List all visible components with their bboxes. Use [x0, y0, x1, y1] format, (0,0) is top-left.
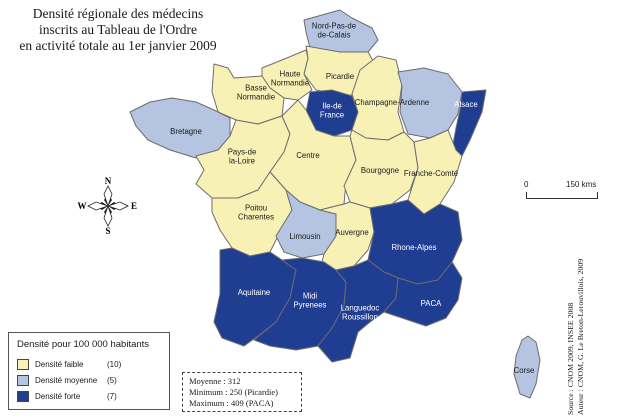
title-line-1: Densité régionale des médecins	[32, 6, 204, 21]
region-label-line: Roussillon	[342, 313, 378, 322]
region-label-franche-comte: Franche-Comté	[404, 169, 458, 178]
region-label-line: PACA	[421, 299, 442, 308]
region-label-bourgogne: Bourgogne	[361, 166, 399, 175]
legend-label-forte: Densité forte	[35, 392, 81, 401]
region-label-picardie: Picardie	[326, 72, 354, 81]
region-label-line: Ile-de	[322, 102, 342, 111]
legend-swatch-forte	[17, 391, 29, 402]
stat-maximum: Maximum : 409 (PACA)	[189, 398, 274, 408]
region-label-pays-de-la-loire: Pays-de la-Loire	[228, 148, 257, 166]
map-title: Densité régionale des médecins inscrits …	[8, 6, 228, 54]
region-label-rhone-alpes: Rhone-Alpes	[391, 243, 436, 252]
region-label-line: Basse	[245, 84, 267, 93]
region-label-line: Rhone-Alpes	[391, 243, 436, 252]
region-label-line: Haute	[280, 70, 301, 79]
scale-end: 150 kms	[566, 180, 597, 189]
region-label-line: Centre	[296, 151, 319, 160]
scale-bar-line	[526, 192, 598, 199]
region-label-corse: Corse	[514, 366, 535, 375]
title-line-3: en activité totale au 1er janvier 2009	[19, 38, 217, 53]
source-line-2: Auteur : CNOM, G. Le Breton-Lerouvillois…	[576, 258, 585, 415]
legend-swatch-faible	[17, 359, 29, 370]
legend-count-faible: (10)	[107, 360, 122, 369]
region-label-line: de-Calais	[318, 31, 351, 40]
region-label-poitou-charentes: Poitou Charentes	[238, 204, 274, 222]
region-label-bretagne: Bretagne	[170, 127, 202, 136]
legend-swatch-moyenne	[17, 375, 29, 386]
region-label-line: Champagne-Ardenne	[355, 98, 430, 107]
legend-label-faible: Densité faible	[35, 360, 84, 369]
region-label-line: Bretagne	[170, 127, 202, 136]
region-label-line: Aquitaine	[238, 288, 271, 297]
region-label-paca: PACA	[421, 299, 442, 308]
region-label-line: France	[320, 111, 344, 120]
region-label-line: Corse	[514, 366, 535, 375]
legend-item-faible: Densité faible (10)	[17, 359, 121, 370]
region-corse[interactable]	[513, 335, 541, 399]
legend-item-moyenne: Densité moyenne (5)	[17, 375, 117, 386]
region-bourgogne[interactable]	[343, 129, 419, 209]
region-label-line: la-Loire	[229, 157, 255, 166]
region-label-centre: Centre	[296, 151, 319, 160]
region-label-line: Auvergne	[335, 228, 368, 237]
legend-label-moyenne: Densité moyenne	[35, 376, 98, 385]
region-label-line: Normandie	[237, 93, 275, 102]
region-label-line: Bourgogne	[361, 166, 399, 175]
region-label-nord-pas-de-calais: Nord-Pas-de de-Calais	[312, 22, 356, 40]
region-centre[interactable]	[269, 99, 357, 211]
region-label-line: Pyrenees	[294, 301, 327, 310]
source-credits: Source : CNOM 2009, INSEE 2008 Auteur : …	[566, 215, 586, 415]
legend: Densité pour 100 000 habitants Densité f…	[8, 332, 170, 410]
region-label-aquitaine: Aquitaine	[238, 288, 271, 297]
region-label-line: Languedoc	[341, 304, 380, 313]
region-label-midi-pyrenees: Midi Pyrenees	[294, 292, 327, 310]
region-label-line: Midi	[303, 292, 318, 301]
region-label-ile-de-france: Ile-de France	[320, 102, 344, 120]
title-line-2: inscrits au Tableau de l'Ordre	[39, 22, 197, 37]
region-label-alsace: Alsace	[454, 100, 477, 109]
legend-item-forte: Densité forte (7)	[17, 391, 117, 402]
stat-minimum: Minimum : 250 (Picardie)	[189, 387, 279, 397]
region-label-line: Poitou	[245, 204, 267, 213]
region-label-line: Alsace	[454, 100, 477, 109]
region-label-basse-normandie: Basse Normandie	[237, 84, 275, 102]
stat-moyenne: Moyenne : 312	[189, 376, 241, 386]
legend-title: Densité pour 100 000 habitants	[17, 339, 150, 350]
compass-s: S	[105, 226, 110, 236]
region-label-line: Franche-Comté	[404, 169, 458, 178]
region-label-champagne-ardenne: Champagne-Ardenne	[355, 98, 430, 107]
region-label-line: Normandie	[271, 79, 309, 88]
scale-start: 0	[524, 180, 529, 189]
legend-count-forte: (7)	[107, 392, 117, 401]
region-label-line: Picardie	[326, 72, 354, 81]
compass-rose: N S W E	[78, 176, 138, 236]
region-label-auvergne: Auvergne	[335, 228, 368, 237]
scale-bar: 0 150 kms	[522, 180, 602, 204]
region-languedoc-roussillon[interactable]	[317, 259, 399, 363]
region-label-limousin: Limousin	[289, 232, 320, 241]
compass-e: E	[131, 201, 137, 211]
region-label-line: Pays-de	[228, 148, 257, 157]
region-franche-comte[interactable]	[407, 129, 463, 215]
compass-w: W	[78, 201, 87, 211]
statistics-box: Moyenne : 312 Minimum : 250 (Picardie) M…	[182, 372, 302, 412]
region-basse-normandie[interactable]	[211, 63, 285, 125]
legend-count-moyenne: (5)	[107, 376, 117, 385]
region-label-line: Nord-Pas-de	[312, 22, 356, 31]
source-line-1: Source : CNOM 2009, INSEE 2008	[566, 302, 575, 415]
region-label-haute-normandie: Haute Normandie	[271, 70, 309, 88]
region-label-languedoc-roussillon: Languedoc Roussillon	[341, 304, 380, 322]
region-paca[interactable]	[383, 261, 463, 327]
region-label-line: Charentes	[238, 213, 274, 222]
compass-n: N	[105, 176, 112, 186]
region-label-line: Limousin	[289, 232, 320, 241]
region-nord-pas-de-calais[interactable]	[303, 9, 379, 53]
